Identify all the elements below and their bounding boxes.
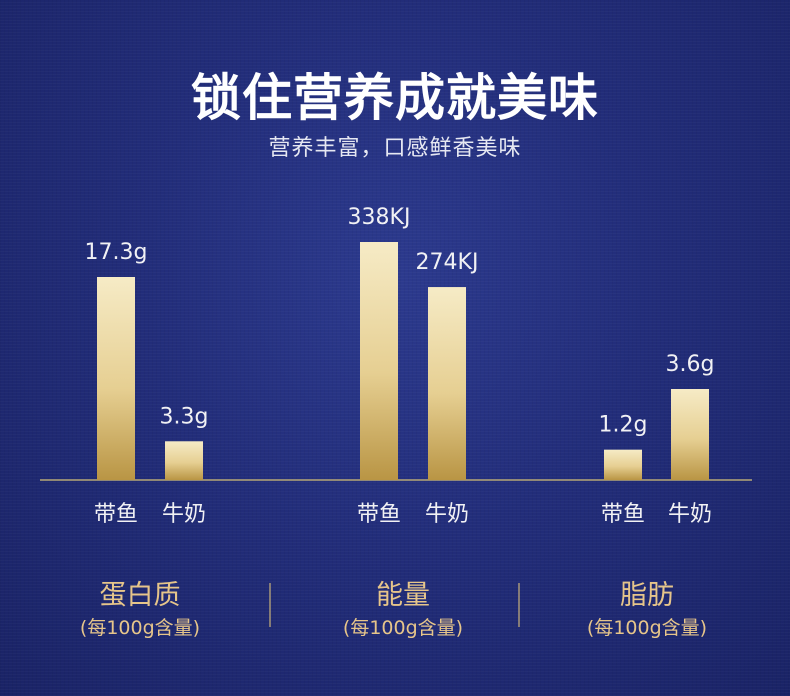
category-label: 带鱼 — [94, 502, 138, 527]
category-label: 带鱼 — [601, 502, 645, 527]
group-unit-note: (每100g含量) — [343, 617, 463, 639]
data-label: 3.6g — [666, 352, 715, 377]
group-name: 能量 — [376, 580, 430, 611]
data-label: 17.3g — [85, 240, 148, 265]
group-unit-note: (每100g含量) — [587, 617, 707, 639]
bar — [165, 441, 203, 480]
bar — [97, 277, 135, 480]
page-subtitle: 营养丰富，口感鲜香美味 — [268, 136, 522, 161]
data-label: 1.2g — [599, 413, 648, 438]
group-name: 蛋白质 — [100, 580, 181, 611]
page-title: 锁住营养成就美味 — [191, 69, 599, 127]
bar — [360, 242, 398, 480]
data-label: 338KJ — [348, 205, 411, 230]
group-unit-note: (每100g含量) — [80, 617, 200, 639]
category-label: 牛奶 — [425, 502, 469, 527]
bar — [604, 449, 642, 480]
bar — [671, 389, 709, 480]
data-label: 274KJ — [416, 250, 479, 275]
data-label: 3.3g — [160, 404, 209, 429]
category-label: 牛奶 — [162, 502, 206, 527]
category-label: 带鱼 — [357, 502, 401, 527]
group-name: 脂肪 — [620, 580, 674, 611]
bar — [428, 287, 466, 480]
category-label: 牛奶 — [668, 502, 712, 527]
